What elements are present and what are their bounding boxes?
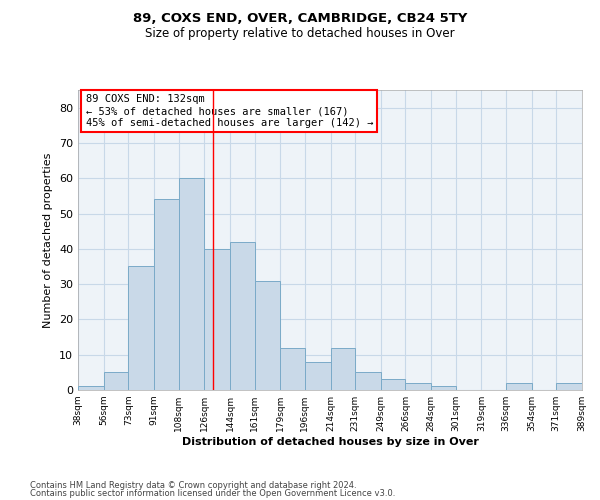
Text: Contains public sector information licensed under the Open Government Licence v3: Contains public sector information licen… [30,489,395,498]
Text: Size of property relative to detached houses in Over: Size of property relative to detached ho… [145,28,455,40]
Bar [205,249,230,390]
Bar [128,266,154,390]
Bar [381,380,406,390]
Bar [355,372,381,390]
Bar [305,362,331,390]
Bar [104,372,128,390]
Bar [506,383,532,390]
Bar [254,280,280,390]
Bar [431,386,455,390]
Bar [230,242,254,390]
Text: 89 COXS END: 132sqm
← 53% of detached houses are smaller (167)
45% of semi-detac: 89 COXS END: 132sqm ← 53% of detached ho… [86,94,373,128]
Bar [78,386,104,390]
Bar [406,383,431,390]
X-axis label: Distribution of detached houses by size in Over: Distribution of detached houses by size … [182,437,478,447]
Bar [179,178,205,390]
Text: 89, COXS END, OVER, CAMBRIDGE, CB24 5TY: 89, COXS END, OVER, CAMBRIDGE, CB24 5TY [133,12,467,26]
Bar [331,348,355,390]
Text: Contains HM Land Registry data © Crown copyright and database right 2024.: Contains HM Land Registry data © Crown c… [30,480,356,490]
Bar [556,383,582,390]
Bar [154,200,179,390]
Y-axis label: Number of detached properties: Number of detached properties [43,152,53,328]
Bar [280,348,305,390]
